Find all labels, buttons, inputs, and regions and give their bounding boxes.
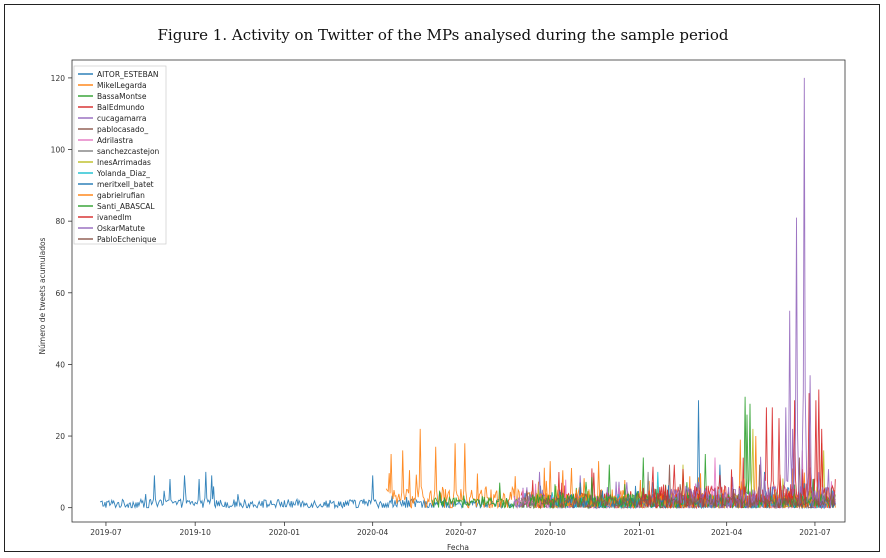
series-line <box>638 393 836 510</box>
plot-area <box>71 59 846 523</box>
legend-item: meritxell_batet <box>97 180 154 189</box>
figure-title: Figure 1. Activity on Twitter of the MPs… <box>157 26 729 44</box>
legend-item: Adrilastra <box>97 136 133 145</box>
y-tick-label: 0 <box>60 504 65 513</box>
legend-item: BassaMontse <box>97 92 147 101</box>
series-line <box>99 400 836 510</box>
legend-item: InesArrimadas <box>97 158 151 167</box>
y-tick-label: 120 <box>51 74 66 83</box>
y-axis-label: Número de tweets acumulados <box>38 237 47 354</box>
series-line <box>669 77 836 510</box>
x-tick-label: 2019-07 <box>90 528 122 537</box>
legend-item: cucagamarra <box>97 114 147 123</box>
series-lines <box>99 77 836 510</box>
x-tick-label: 2021-04 <box>711 528 743 537</box>
legend-item: Yolanda_Diaz_ <box>96 169 150 178</box>
y-tick-label: 80 <box>55 217 65 226</box>
legend-item: OskarMatute <box>97 224 145 233</box>
x-tick-label: 2019-10 <box>180 528 212 537</box>
x-tick-label: 2021-07 <box>799 528 831 537</box>
legend: AITOR_ESTEBAN MikelLegarda BassaMontse BalE… <box>73 65 167 245</box>
y-tick-label: 40 <box>55 360 65 369</box>
x-tick-label: 2020-04 <box>357 528 389 537</box>
x-tick-label: 2021-01 <box>624 528 656 537</box>
legend-item: AITOR_ESTEBAN <box>97 70 159 79</box>
legend-item: BalEdmundo <box>97 103 145 112</box>
y-axis: 0 20 40 60 80 100 120 <box>51 74 72 513</box>
x-tick-label: 2020-07 <box>445 528 477 537</box>
x-axis-label: Fecha <box>447 543 469 552</box>
legend-item: sanchezcastejon <box>97 147 160 156</box>
legend-item: gabrielrufian <box>97 191 145 200</box>
x-tick-label: 2020-01 <box>269 528 301 537</box>
y-tick-label: 100 <box>51 146 66 155</box>
legend-item: pablocasado_ <box>97 125 148 134</box>
legend-item: MikelLegarda <box>97 81 147 90</box>
y-tick-label: 20 <box>55 432 65 441</box>
legend-item: PabloEchenique <box>97 235 157 244</box>
legend-item: Santi_ABASCAL <box>97 202 155 211</box>
y-tick-label: 60 <box>55 289 65 298</box>
series-line <box>539 464 836 510</box>
x-axis: 2019-07 2019-10 2020-01 2020-04 2020-07 2020-… <box>90 522 831 537</box>
legend-item: ivanedlm <box>97 213 132 222</box>
x-tick-label: 2020-10 <box>534 528 566 537</box>
